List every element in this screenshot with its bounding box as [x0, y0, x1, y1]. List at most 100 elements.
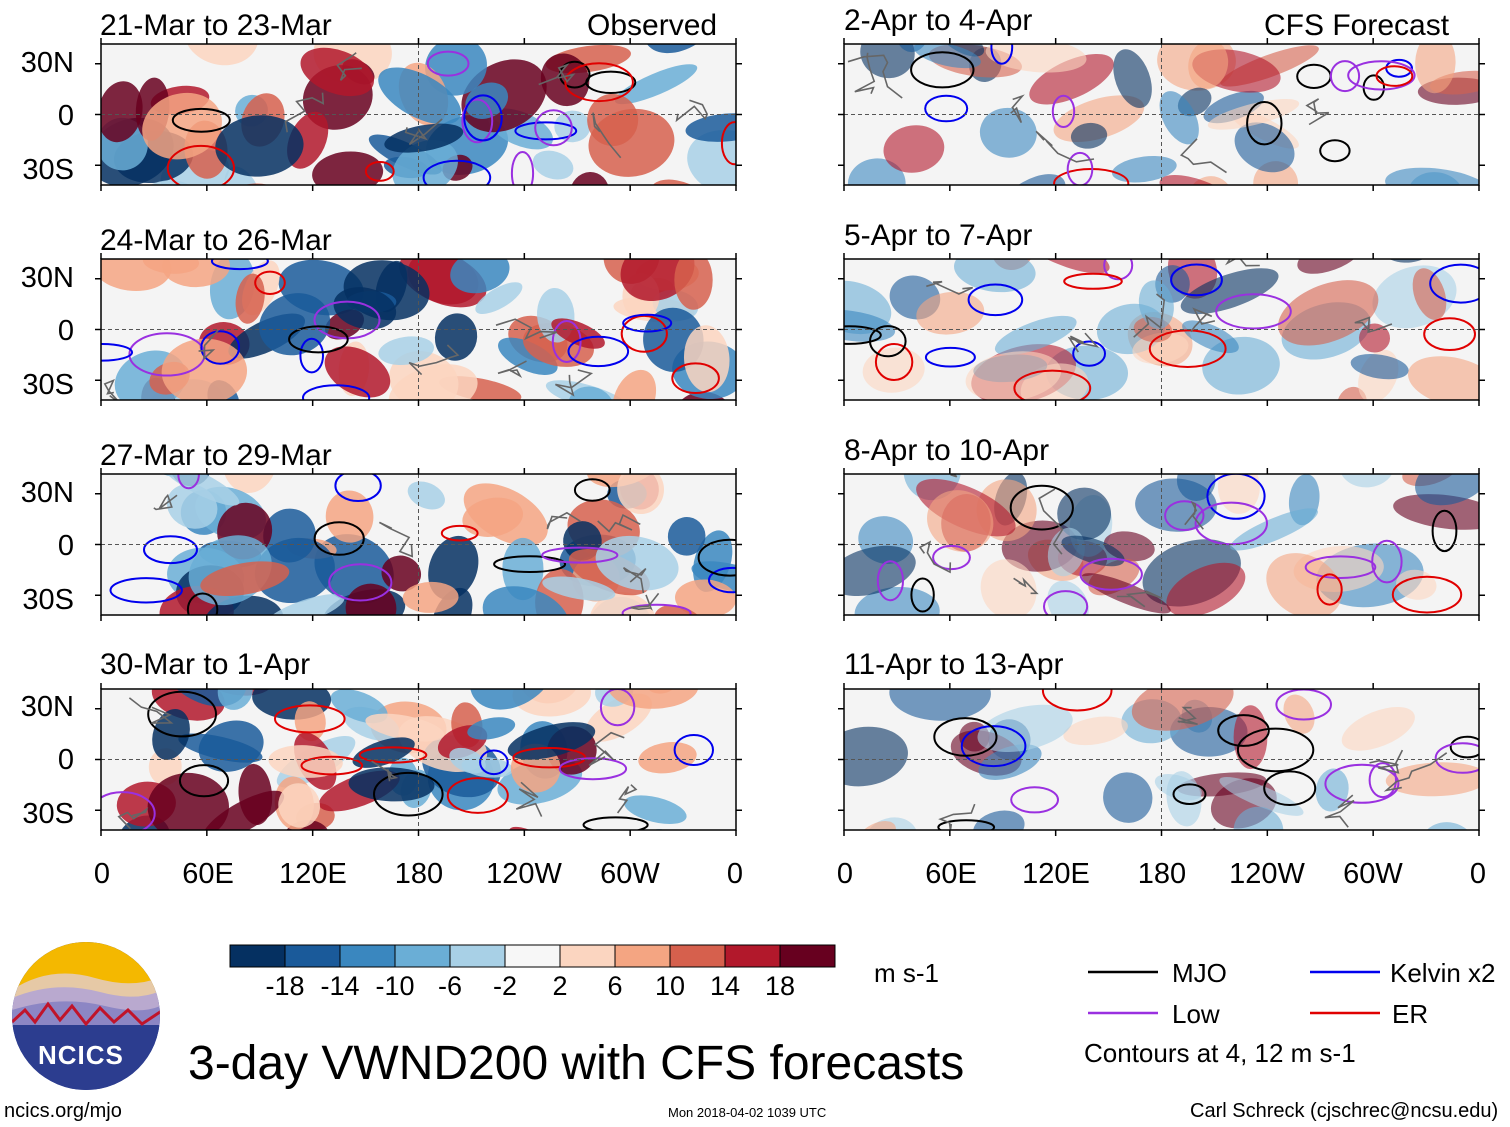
- anomaly-shading: [1415, 474, 1479, 506]
- anomaly-shading: [1407, 356, 1479, 400]
- ncics-logo: [12, 942, 160, 1090]
- coastline: [1354, 316, 1393, 334]
- anomaly-shading: [965, 351, 1062, 400]
- anomaly-shading: [916, 291, 985, 335]
- anomaly-shading: [217, 689, 253, 710]
- lat-label-30n: 30N: [20, 262, 74, 294]
- colorbar-segment: [669, 944, 726, 968]
- wave-contour: [1324, 763, 1400, 804]
- colorbar-tick-label: 2: [552, 971, 568, 1001]
- legend-label-low: Low: [1172, 999, 1220, 1029]
- anomaly-shading: [345, 583, 397, 615]
- lon-label: 180: [394, 858, 444, 890]
- coastline: [546, 511, 581, 530]
- anomaly-shading: [1331, 399, 1425, 473]
- anomaly-shading: [638, 742, 697, 774]
- lat-label-eq: 0: [57, 315, 74, 347]
- colorbar-tick-label: 6: [607, 971, 623, 1001]
- wave-contour: [1063, 272, 1123, 290]
- lon-label: 60W: [1343, 858, 1403, 890]
- anomaly-shading: [378, 67, 462, 125]
- wave-contour: [274, 704, 346, 734]
- lat-label-eq: 0: [57, 100, 74, 132]
- anomaly-shading: [587, 93, 639, 147]
- wave-contour: [869, 325, 907, 358]
- coastline: [1133, 293, 1166, 338]
- wave-contour: [446, 777, 509, 814]
- coastline: [495, 318, 558, 341]
- anomaly-shading: [1029, 53, 1114, 105]
- wave-contour: [1215, 293, 1292, 330]
- anomaly-shading: [1233, 705, 1268, 770]
- colorbar-segment: [229, 944, 286, 968]
- coastline: [404, 118, 443, 146]
- lat-label-30s: 30S: [22, 154, 74, 186]
- coastline: [1383, 752, 1448, 792]
- wave-contour: [373, 771, 444, 817]
- anomaly-shading: [1406, 629, 1510, 695]
- anomaly-shading: [1113, 49, 1152, 108]
- anomaly-shading: [1363, 259, 1436, 260]
- logo-text: NCICS: [38, 1040, 124, 1070]
- wave-contour: [1304, 555, 1377, 580]
- anomaly-shading: [502, 537, 544, 601]
- colorbar-tick-label: -10: [375, 971, 415, 1001]
- wave-contour: [300, 755, 364, 776]
- anomaly-shading: [1131, 689, 1234, 731]
- coastline: [515, 781, 543, 817]
- colorbar-tick-label: 14: [709, 971, 741, 1001]
- colorbar-segment: [779, 944, 836, 968]
- wave-contour: [573, 478, 611, 502]
- wave-contour: [960, 725, 1027, 768]
- anomaly-shading: [1015, 259, 1110, 274]
- wave-contour: [1053, 168, 1130, 185]
- coastline: [938, 803, 976, 830]
- panel-title: 27-Mar to 29-Mar: [100, 439, 332, 472]
- anomaly-shading: [202, 595, 284, 615]
- coastline: [675, 99, 709, 123]
- contour-note: Contours at 4, 12 m s-1: [1084, 1038, 1356, 1068]
- anomaly-shading: [589, 592, 657, 615]
- anomaly-shading: [265, 594, 345, 615]
- anomaly-shading: [638, 390, 734, 472]
- wave-contour: [101, 343, 134, 362]
- coastline: [128, 697, 174, 724]
- wave-contour: [364, 161, 395, 182]
- wave-contour: [1164, 500, 1205, 531]
- anomaly-shading: [1278, 280, 1379, 346]
- wave-contour: [510, 151, 535, 185]
- anomaly-shading: [685, 204, 734, 258]
- anomaly-shading: [1385, 167, 1479, 185]
- lat-label-30s: 30S: [22, 584, 74, 616]
- wave-contour: [708, 566, 736, 594]
- anomaly-shading: [235, 273, 265, 324]
- anomaly-shading: [161, 474, 240, 506]
- wave-contour: [143, 535, 198, 565]
- anomaly-shading: [1070, 122, 1108, 149]
- anomaly-shading: [973, 810, 1025, 830]
- anomaly-shading: [1284, 417, 1362, 455]
- map-panel: [838, 629, 1510, 836]
- panel-title: 24-Mar to 26-Mar: [100, 224, 332, 257]
- anomaly-shading: [1412, 268, 1447, 321]
- anomaly-shading: [913, 44, 981, 69]
- wave-contour: [1423, 317, 1476, 352]
- anomaly-shading: [278, 783, 321, 828]
- anomaly-shading: [450, 259, 510, 294]
- wave-contour: [1072, 340, 1106, 367]
- wave-contour: [328, 563, 393, 602]
- timestamp: Mon 2018-04-02 1039 UTC: [668, 1105, 827, 1120]
- wave-contour: [1172, 783, 1207, 806]
- coastline: [408, 344, 460, 376]
- anomaly-shading: [977, 704, 1073, 753]
- wave-contour: [1371, 539, 1403, 584]
- website-link[interactable]: ncics.org/mjo: [4, 1100, 122, 1122]
- anomaly-shading: [612, 369, 657, 400]
- anomaly-shading: [536, 186, 598, 229]
- anomaly-shading: [595, 535, 679, 591]
- anomaly-shading: [1180, 268, 1279, 315]
- wave-contour: [1043, 590, 1089, 615]
- wave-contour: [514, 121, 578, 141]
- anomaly-shading: [330, 689, 388, 724]
- wave-contour: [1391, 575, 1463, 614]
